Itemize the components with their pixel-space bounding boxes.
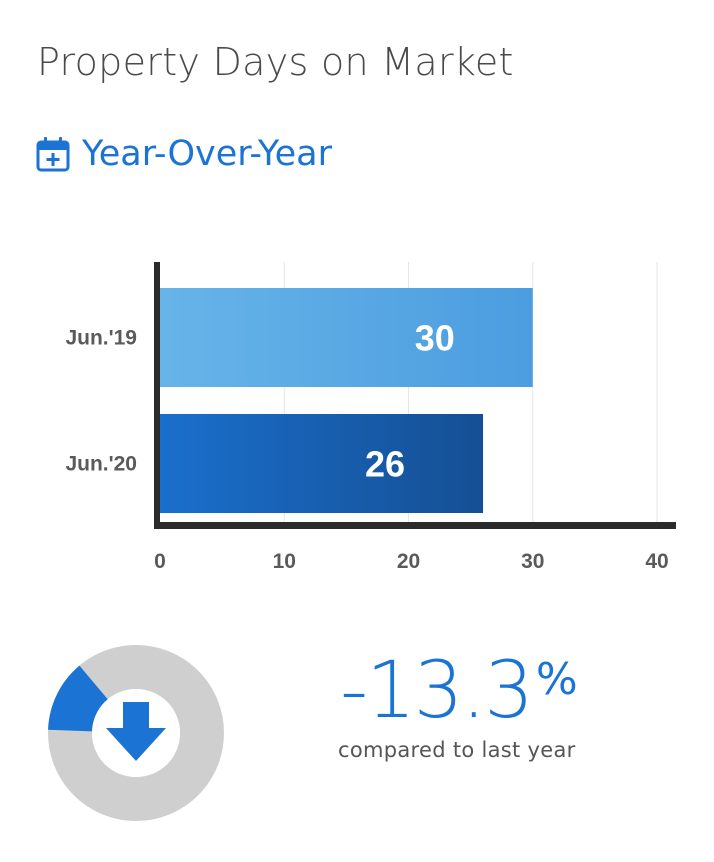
x-tick-label: 30	[521, 550, 544, 573]
bar-chart: 0 10 20 30 40 Jun.'19 30 Jun.'20 26	[65, 262, 676, 573]
change-caption: compared to last year	[338, 738, 576, 762]
x-tick-label: 20	[397, 550, 420, 573]
change-donut	[48, 645, 224, 821]
subtitle-label: Year-Over-Year	[82, 134, 332, 174]
x-tick-label: 40	[645, 550, 668, 573]
x-tick-label: 10	[273, 550, 296, 573]
donut-change-arc	[48, 665, 109, 733]
category-label: Jun.'19	[65, 327, 137, 350]
change-value: -13.3	[340, 646, 534, 736]
bar-0	[160, 288, 533, 387]
arrow-down-icon	[106, 702, 166, 761]
y-axis-line	[154, 262, 160, 526]
percent-symbol: %	[535, 654, 578, 705]
change-percentage: -13.3%	[340, 652, 578, 730]
subtitle: Year-Over-Year	[36, 134, 332, 174]
data-label: 30	[415, 318, 455, 359]
category-label: Jun.'20	[65, 453, 137, 476]
page-title: Property Days on Market	[37, 40, 514, 84]
x-axis-line	[154, 522, 676, 529]
calendar-plus-icon	[36, 137, 70, 172]
data-label: 26	[365, 444, 405, 485]
donut-track	[48, 645, 224, 821]
bar-1	[160, 414, 484, 513]
x-tick-label: 0	[154, 550, 166, 573]
